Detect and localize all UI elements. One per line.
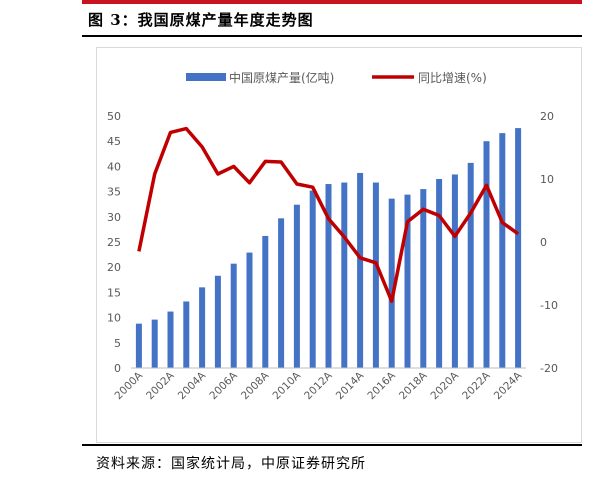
x-tick-label: 2022A xyxy=(460,369,493,402)
y-left-tick-label: 10 xyxy=(107,312,121,325)
bar xyxy=(404,194,411,368)
source-note: 资料来源：国家统计局，中原证券研究所 xyxy=(96,456,366,472)
bar xyxy=(309,190,316,368)
bar xyxy=(167,311,174,368)
title-rule xyxy=(82,35,582,37)
y-left-tick-label: 40 xyxy=(107,160,121,173)
bar xyxy=(372,182,379,368)
bar xyxy=(467,162,474,368)
bar xyxy=(230,263,237,368)
y-left-tick-label: 35 xyxy=(107,186,121,199)
bar xyxy=(199,287,206,368)
x-tick-label: 2016A xyxy=(365,369,398,402)
bar xyxy=(325,184,332,368)
y-right-tick-label: 20 xyxy=(540,110,554,123)
y-left-tick-label: 15 xyxy=(107,286,121,299)
chart-legend: 中国原煤产量(亿吨) 同比增速(%) xyxy=(186,70,487,85)
x-tick-label: 2012A xyxy=(302,369,335,402)
bar xyxy=(214,275,221,368)
y-left-tick-label: 0 xyxy=(114,362,121,375)
y-left-tick-label: 20 xyxy=(107,261,121,274)
figure-title: 图 3：我国原煤产量年度走势图 xyxy=(88,11,314,29)
legend-bar-label: 中国原煤产量(亿吨) xyxy=(229,70,334,85)
bar xyxy=(262,235,269,368)
x-tick-label: 2018A xyxy=(397,369,430,402)
growth-rate-line xyxy=(137,126,520,303)
chart-frame xyxy=(96,47,582,443)
y-left-tick-label: 25 xyxy=(107,236,121,249)
bar xyxy=(388,198,395,368)
y-right-tick-label: -10 xyxy=(540,299,558,312)
bar xyxy=(420,189,427,368)
x-tick-label: 2002A xyxy=(144,369,177,402)
x-tick-label: 2006A xyxy=(207,369,240,402)
y-left-tick-label: 45 xyxy=(107,135,121,148)
x-tick-label: 2014A xyxy=(334,369,367,402)
bar xyxy=(451,174,458,368)
bar xyxy=(278,218,285,368)
left-y-axis: 0 5 10 15 20 25 30 35 40 45 50 xyxy=(107,110,121,375)
y-right-tick-label: 0 xyxy=(540,236,547,249)
bar xyxy=(499,133,506,368)
y-right-tick-label: -20 xyxy=(540,362,558,375)
legend-line-label: 同比增速(%) xyxy=(418,71,487,85)
x-axis: 2000A 2002A 2004A 2006A 2008A 2010A 2012A 2014A… xyxy=(113,367,526,402)
bar xyxy=(293,204,300,368)
x-tick-label: 2008A xyxy=(239,369,272,402)
line-series xyxy=(137,126,520,303)
source-rule xyxy=(82,444,582,446)
bar-series xyxy=(135,128,522,368)
header-accent-line xyxy=(82,0,582,4)
bar xyxy=(246,252,253,368)
bar xyxy=(483,141,490,368)
y-left-tick-label: 30 xyxy=(107,211,121,224)
bar xyxy=(341,182,348,368)
bar xyxy=(436,179,443,368)
x-tick-label: 2004A xyxy=(176,369,209,402)
y-left-tick-label: 50 xyxy=(107,110,121,123)
bar xyxy=(135,323,142,368)
y-right-tick-label: 10 xyxy=(540,173,554,186)
bar xyxy=(183,301,190,368)
bar xyxy=(357,172,364,368)
x-tick-label: 2010A xyxy=(271,369,304,402)
y-left-tick-label: 5 xyxy=(114,337,121,350)
x-tick-label: 2020A xyxy=(429,369,462,402)
legend-bar-swatch xyxy=(186,73,226,81)
bar xyxy=(515,128,522,368)
x-tick-label: 2024A xyxy=(492,369,525,402)
right-y-axis: -20 -10 0 10 20 xyxy=(540,110,558,375)
bar xyxy=(151,319,158,368)
